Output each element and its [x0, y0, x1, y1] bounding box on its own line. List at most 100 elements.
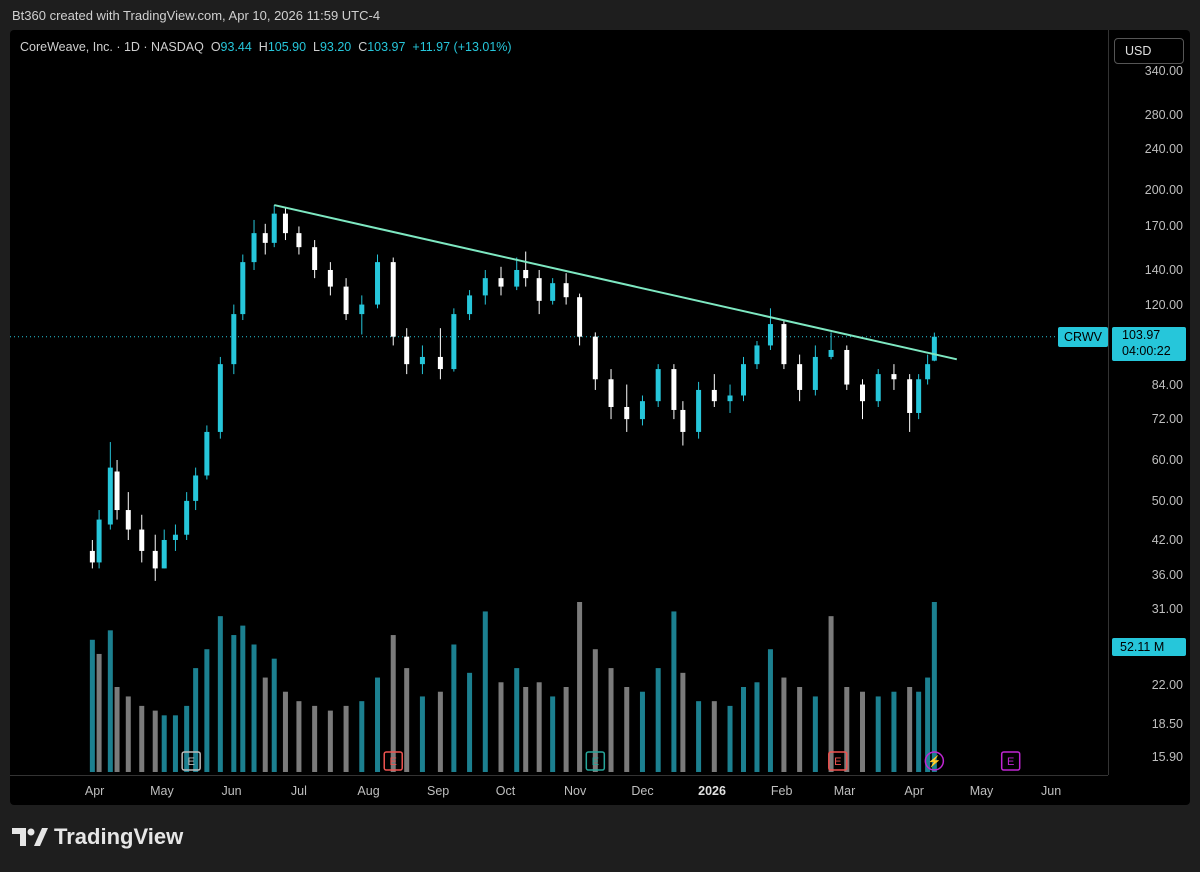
candle	[231, 304, 237, 375]
bar-countdown: 04:00:22	[1122, 344, 1171, 358]
candle	[282, 207, 288, 241]
candle-body	[741, 364, 747, 396]
volume-bar	[172, 715, 178, 772]
brand-name: TradingView	[54, 824, 184, 849]
time-tick-label: Aug	[357, 784, 380, 798]
volume-bar	[467, 672, 473, 772]
candle-body	[655, 369, 661, 402]
candle	[204, 425, 210, 480]
candle-body	[193, 475, 199, 501]
candle	[608, 369, 614, 420]
volume-bar	[781, 677, 787, 772]
volume-bar	[390, 635, 396, 772]
volume-bar	[514, 668, 520, 772]
price-tick-label: 240.00	[1144, 142, 1183, 157]
price-axis[interactable]: 340.00 280.00 240.00 200.00 170.00 140.00 120.…	[1108, 30, 1190, 775]
time-tick-label: Mar	[833, 784, 856, 798]
candle	[251, 219, 257, 270]
candle	[125, 492, 131, 540]
candle	[711, 374, 717, 407]
candle	[139, 514, 145, 563]
volume-bar	[404, 668, 410, 772]
chart-caption: Bt360 created with TradingView.com, Apr …	[12, 8, 381, 23]
candle-body	[624, 406, 630, 420]
price-tick-label: 120.00	[1144, 297, 1183, 312]
candle-body	[107, 467, 113, 525]
candle-body	[271, 213, 277, 243]
volume-tag: 52.11 M	[1112, 638, 1186, 656]
legend-name: CoreWeave, Inc. · 1D · NASDAQ	[20, 40, 204, 54]
currency-button[interactable]: USD	[1114, 38, 1184, 64]
candle	[696, 381, 702, 439]
volume-bar	[931, 602, 937, 772]
candle	[161, 529, 167, 569]
candle-body	[359, 304, 365, 315]
earnings-marker: E	[828, 751, 848, 771]
candle	[327, 262, 333, 296]
candle-body	[860, 384, 866, 402]
volume-bar	[498, 682, 504, 772]
volume-bar	[359, 701, 365, 772]
time-tick-label: Feb	[770, 784, 793, 798]
candle-body	[161, 539, 167, 569]
tradingview-logo: TradingView	[12, 824, 183, 850]
candle-body	[563, 283, 569, 298]
volume-bar	[741, 687, 747, 772]
candle	[781, 320, 787, 370]
candle	[172, 524, 178, 551]
candle-body	[240, 262, 246, 315]
tradingview-logo-icon	[12, 828, 48, 846]
volume-bar	[639, 691, 645, 772]
volume-bar	[907, 687, 913, 772]
candle	[828, 332, 834, 360]
volume-bar	[577, 602, 583, 772]
volume-bar	[812, 696, 818, 772]
candle-body	[451, 314, 457, 370]
legend-high: 105.90	[267, 40, 307, 54]
volume-bar	[797, 687, 803, 772]
candle	[875, 369, 881, 407]
price-tick-label: 36.00	[1151, 567, 1183, 582]
event-label: E	[592, 756, 599, 768]
candle-body	[754, 345, 760, 365]
candle-body	[217, 364, 223, 432]
candle	[741, 356, 747, 402]
earnings-icon	[828, 751, 848, 771]
candle	[184, 492, 190, 540]
volume-bar	[711, 701, 717, 772]
volume-bar	[671, 611, 677, 772]
candle	[639, 395, 645, 426]
legend-c-label: C	[358, 40, 368, 54]
earnings-icon	[585, 751, 606, 771]
candle-body	[282, 213, 288, 234]
candle	[860, 379, 866, 420]
volume-bar	[536, 682, 542, 772]
candle-body	[875, 374, 881, 402]
volume-bar	[828, 616, 834, 772]
candle-body	[482, 278, 488, 296]
candle-body	[467, 295, 473, 315]
candle	[152, 534, 158, 581]
volume-bar	[375, 677, 381, 772]
volume-bar	[419, 696, 425, 772]
volume-bar	[592, 649, 598, 772]
volume-bar	[271, 658, 277, 772]
volume-bar	[925, 677, 931, 772]
price-tick-label: 140.00	[1144, 262, 1183, 277]
candle-body	[931, 336, 937, 361]
candle	[891, 364, 897, 390]
price-plot[interactable]: E E E E ⚡ E	[10, 30, 1108, 775]
price-tick-label: 170.00	[1144, 219, 1183, 234]
earnings-icon	[181, 751, 201, 771]
price-tick-label: 22.00	[1151, 678, 1183, 692]
price-tick-label: 340.00	[1144, 64, 1183, 78]
candle-body	[536, 278, 542, 301]
time-tick-label: May	[969, 784, 994, 798]
legend-low: 93.20	[319, 40, 352, 54]
time-axis[interactable]: Apr May Jun Jul Aug Sep Oct Nov Dec 2026 Feb Mar Apr…	[10, 775, 1108, 805]
candle-body	[907, 379, 913, 413]
price-tick-label: 72.00	[1151, 412, 1183, 427]
candle	[451, 308, 457, 372]
candle-body	[828, 349, 834, 357]
candle-body	[296, 233, 302, 248]
